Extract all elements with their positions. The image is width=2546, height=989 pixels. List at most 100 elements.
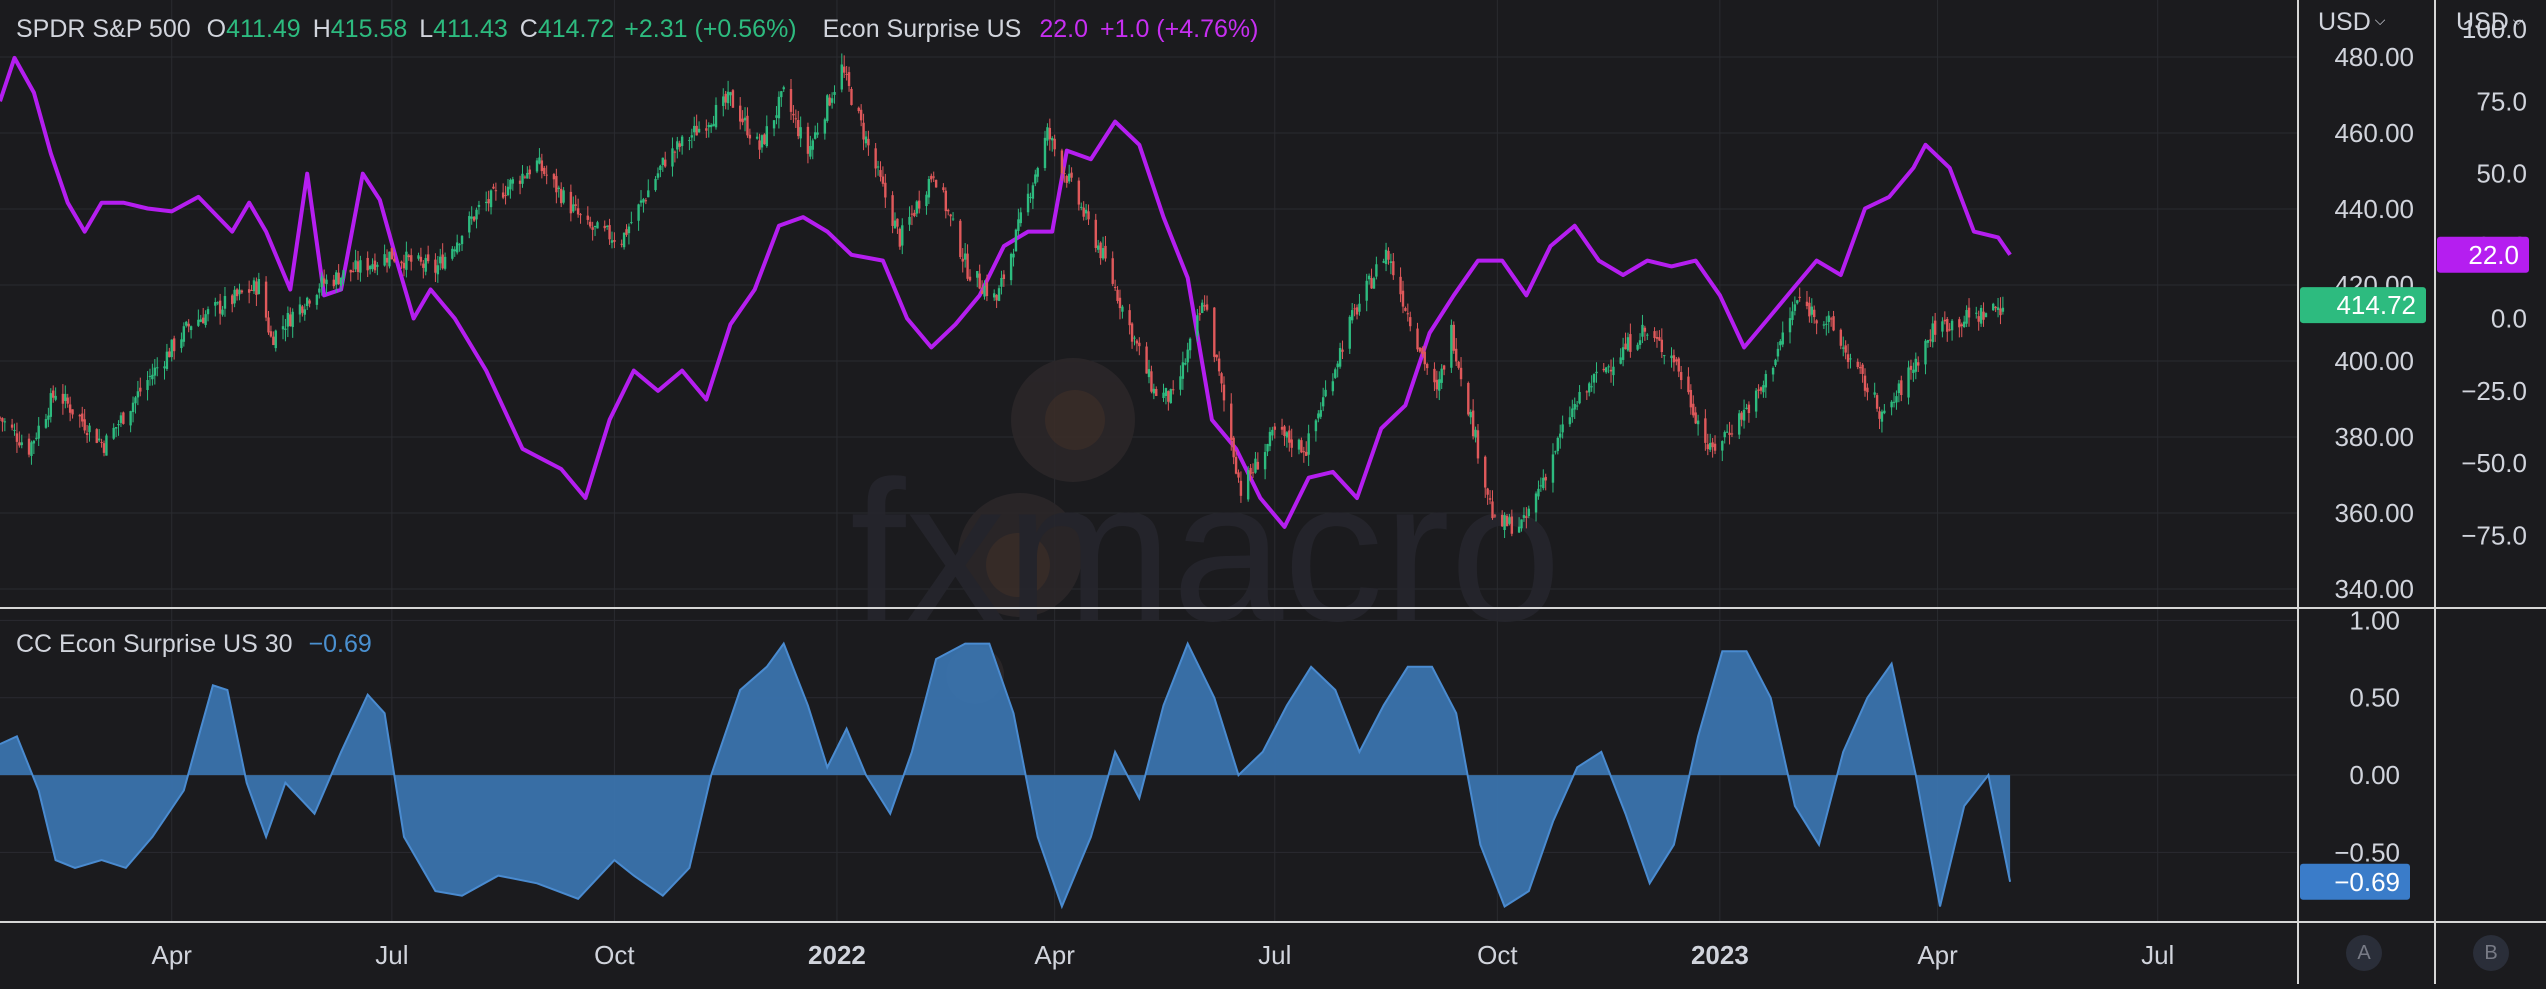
candle-body (1205, 304, 1209, 310)
candle-body (1135, 340, 1139, 344)
spy-ytick-label: 400.00 (2334, 346, 2414, 376)
candle-body (1754, 390, 1758, 412)
candle-body (168, 351, 171, 358)
candle-body (298, 304, 302, 315)
candle-body (1757, 389, 1760, 391)
candle-body (1675, 359, 1678, 362)
candle-body (306, 297, 309, 307)
candle-body (405, 251, 408, 270)
candle-body (95, 429, 98, 443)
candle-body (2001, 307, 2005, 312)
candle-body (867, 138, 870, 146)
candle-body (1575, 405, 1579, 407)
x-axis-label: Apr (152, 940, 193, 970)
cc-last-value-badge: −0.69 (2300, 863, 2410, 900)
candle-body (1457, 361, 1460, 368)
candle-body (410, 255, 413, 262)
candle-body (605, 225, 609, 227)
candle-body (589, 221, 592, 227)
candle-body (1578, 392, 1581, 404)
candle-body (83, 419, 86, 431)
candle-body (342, 270, 345, 279)
candle-body (122, 412, 125, 424)
scale-b-button[interactable]: B (2473, 935, 2509, 971)
candle-body (1900, 380, 1903, 396)
candle-body (1890, 401, 1893, 408)
candle-body (385, 257, 389, 263)
candle-body (0, 417, 2, 419)
candle-body (189, 326, 193, 331)
left-scale-currency[interactable]: USD ⌵ (2318, 8, 2385, 37)
right-scale-currency[interactable]: USD ⌵ (2456, 8, 2523, 37)
candle-body (1435, 379, 1439, 390)
candle-body (30, 442, 33, 456)
candle-body (918, 200, 921, 209)
candle-body (134, 397, 137, 404)
candle-body (1621, 347, 1625, 360)
candle-body (400, 261, 403, 264)
candle-body (250, 289, 253, 291)
candle-body (1909, 365, 1913, 370)
candle-body (1097, 245, 1100, 250)
candle-body (1842, 347, 1845, 349)
candle-body (1590, 386, 1593, 388)
candle-body (1629, 334, 1632, 352)
candle-body (1984, 313, 1988, 318)
candle-body (535, 160, 539, 172)
candle-body (492, 186, 495, 189)
cc-ytick-label: 0.00 (2349, 760, 2400, 790)
candle-body (85, 433, 89, 436)
candle-body (146, 380, 149, 391)
candle-body (898, 228, 902, 247)
legend-o-label: O (206, 15, 227, 43)
candle-body (1992, 303, 1995, 311)
candle-body (659, 165, 662, 171)
candle-body (1438, 379, 1441, 391)
candle-body (1246, 470, 1250, 500)
candle-body (1505, 515, 1509, 527)
candle-body (1960, 324, 1963, 327)
candle-body (233, 289, 236, 304)
candle-body (543, 167, 546, 174)
candle-body (470, 216, 473, 219)
legend-symbol[interactable]: SPDR S&P 500 (16, 15, 191, 43)
candle-body (1946, 319, 1949, 332)
candle-body (741, 118, 744, 123)
candle-body (1116, 289, 1119, 301)
candle-body (816, 132, 819, 135)
candle-body (1967, 307, 1971, 318)
candle-body (1198, 313, 1201, 315)
scale-a-button[interactable]: A (2346, 935, 2382, 971)
econ-ytick-label: 0.0 (2491, 303, 2527, 333)
candle-body (915, 201, 918, 214)
candle-body (693, 125, 696, 133)
candle-body (356, 261, 360, 272)
candle-body (1721, 441, 1724, 451)
sub-legend-name[interactable]: CC Econ Surprise US 30 (16, 630, 293, 658)
cc-econ-area (0, 641, 2012, 910)
candle-body (32, 440, 36, 444)
candle-body (1077, 180, 1081, 205)
candle-body (576, 208, 580, 215)
legend-econ-name[interactable]: Econ Surprise US (822, 15, 1022, 43)
candle-body (1907, 367, 1910, 398)
candle-body (170, 339, 173, 358)
candle-body (1500, 514, 1504, 527)
candle-body (1527, 508, 1530, 517)
candle-body (1440, 368, 1443, 383)
candle-body (1875, 395, 1879, 409)
candle-body (1708, 442, 1712, 450)
candle-body (1672, 355, 1676, 363)
candle-body (1230, 403, 1233, 440)
candle-body (1994, 306, 1997, 309)
candle-body (1031, 185, 1035, 199)
candle-body (843, 66, 846, 73)
candle-body (797, 120, 800, 137)
candle-body (223, 296, 227, 309)
candle-body (1962, 321, 1966, 328)
legend-h-value: 415.58 (330, 15, 408, 43)
candle-body (1196, 315, 1199, 336)
candle-body (1595, 371, 1598, 374)
